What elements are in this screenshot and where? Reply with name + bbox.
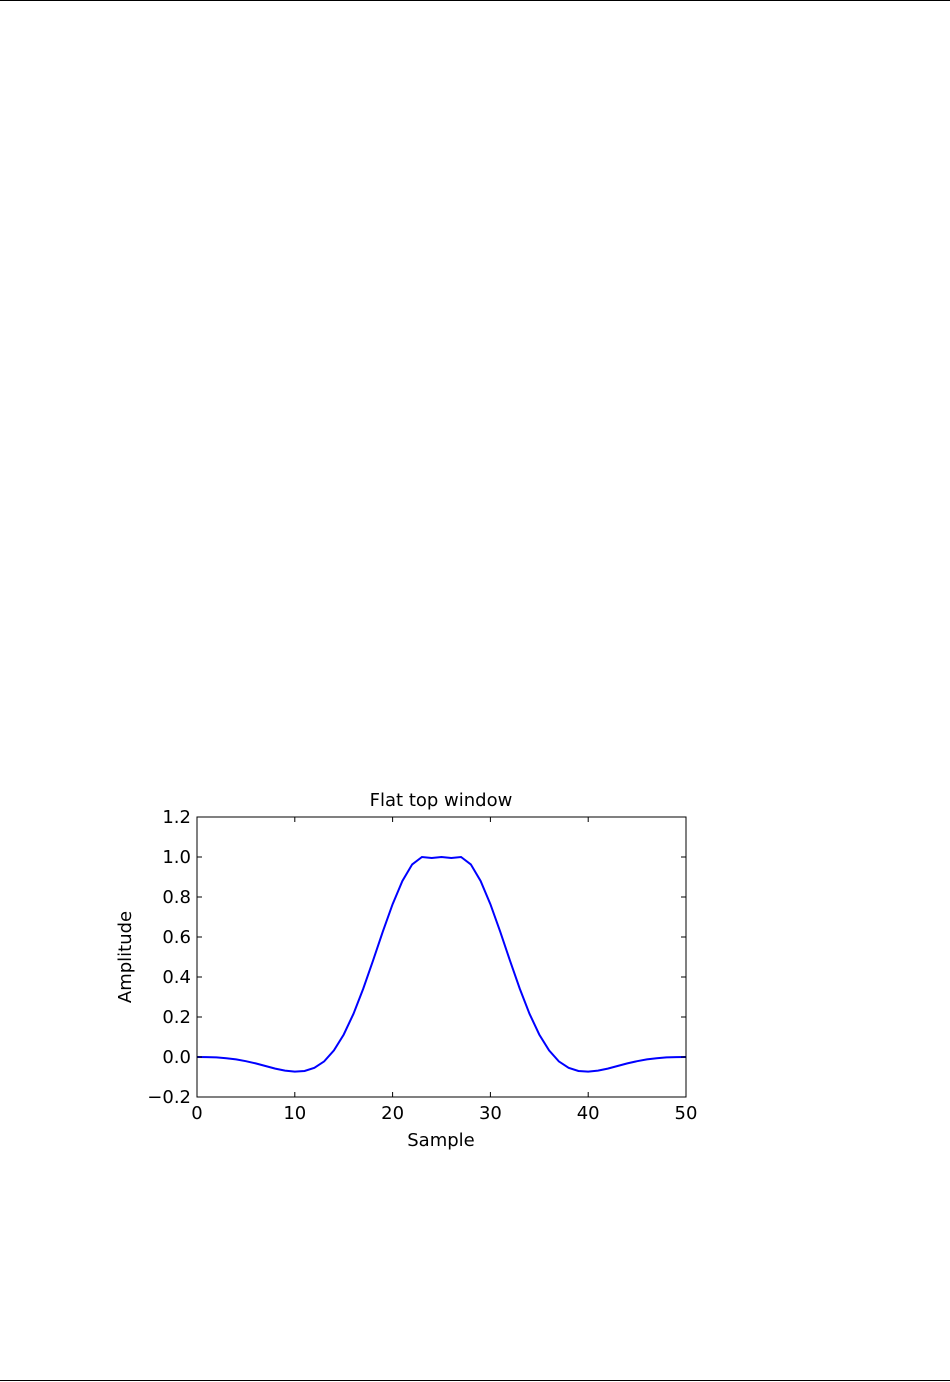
axes-frame — [196, 816, 687, 1098]
y-tick-label: 0.2 — [162, 1007, 191, 1028]
y-tick-label: 0.6 — [162, 927, 191, 948]
x-tick-label: 30 — [479, 1103, 502, 1124]
x-tick-label: 40 — [577, 1103, 600, 1124]
y-tick-label: −0.2 — [147, 1087, 191, 1108]
page-bottom-rule — [0, 1380, 950, 1381]
x-axis-label: Sample — [407, 1130, 475, 1151]
series-line-0 — [196, 855, 687, 1073]
x-tick-label: 10 — [283, 1103, 306, 1124]
chart-title: Flat top window — [370, 790, 513, 811]
x-ticks: 0 10 20 30 40 50 — [191, 817, 697, 1124]
series-layer — [196, 855, 687, 1073]
y-tick-label: 1.2 — [162, 807, 191, 828]
x-tick-label: 20 — [381, 1103, 404, 1124]
x-tick-label: 50 — [675, 1103, 698, 1124]
x-tick-label: 0 — [191, 1103, 202, 1124]
y-axis-label: Amplitude — [115, 911, 136, 1003]
y-tick-label: 0.4 — [162, 967, 191, 988]
page-top-rule — [0, 0, 950, 1]
plot-area — [197, 817, 686, 1097]
y-tick-label: 0.8 — [162, 887, 191, 908]
y-ticks: −0.2 0.0 0.2 0.4 0.6 0.8 1.0 1.2 — [147, 807, 686, 1108]
plot-background — [197, 817, 686, 1097]
y-tick-label: 1.0 — [162, 847, 191, 868]
y-tick-label: 0.0 — [162, 1047, 191, 1068]
